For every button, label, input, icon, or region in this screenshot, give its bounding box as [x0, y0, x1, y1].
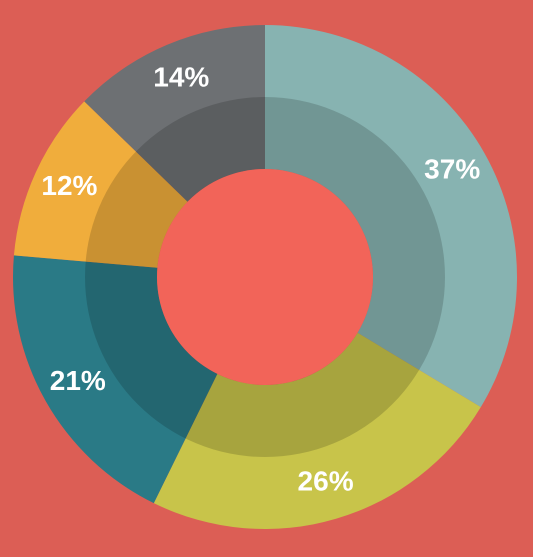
value-label: 14%	[153, 61, 209, 92]
slice	[13, 101, 188, 268]
slice	[12, 255, 218, 504]
slice	[265, 25, 517, 408]
value-label: 21%	[50, 365, 106, 396]
labels: 37% 26% 21% 12% 14%	[41, 61, 480, 496]
slice	[84, 25, 266, 202]
slice	[153, 332, 481, 529]
value-label: 37%	[424, 154, 480, 185]
value-label: 12%	[41, 170, 97, 201]
slices	[12, 25, 517, 529]
center-hole	[157, 169, 373, 385]
value-label: 26%	[298, 466, 354, 497]
